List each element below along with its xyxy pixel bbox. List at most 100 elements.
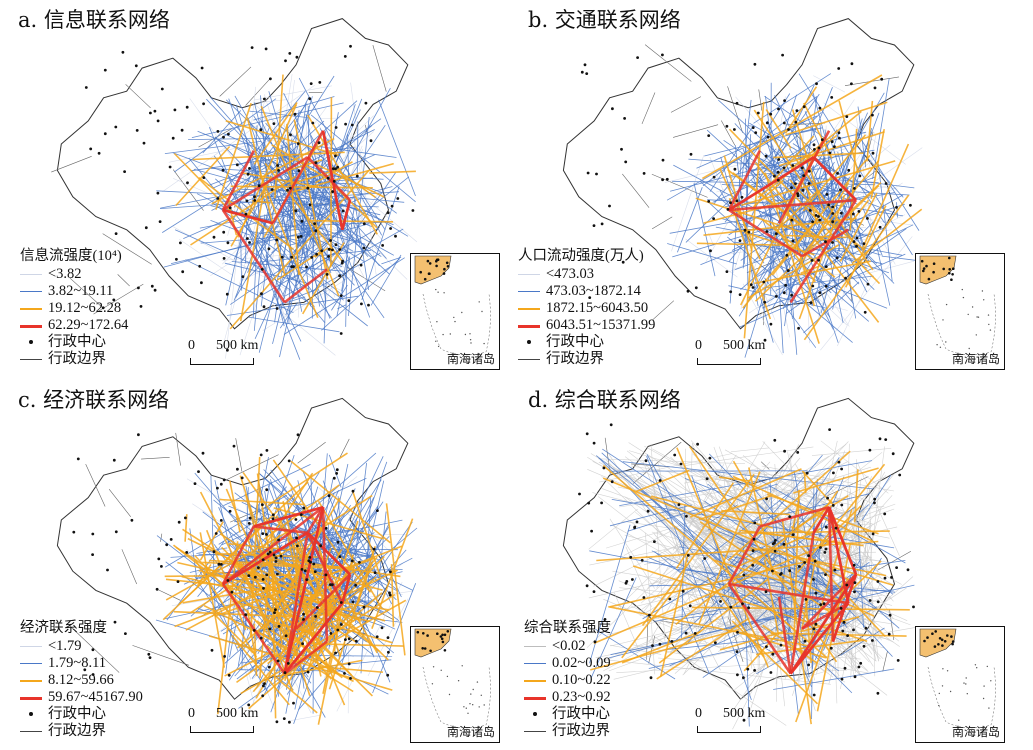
center-dot-icon	[527, 340, 531, 344]
admin-center-dot	[277, 625, 281, 628]
admin-center-dot	[696, 442, 699, 446]
admin-center-dot	[171, 136, 175, 140]
admin-center-dot	[305, 578, 309, 581]
admin-center-dot	[355, 174, 359, 178]
province-boundary	[670, 96, 702, 113]
admin-center-dot	[134, 64, 138, 68]
flow-line-high	[224, 651, 272, 677]
island-dot	[480, 694, 482, 696]
flow-line-top	[827, 506, 858, 575]
admin-center-dot	[840, 503, 844, 507]
flow-line-mid	[839, 557, 882, 628]
flow-line-mid	[853, 142, 904, 198]
legend-boundary: 行政边界	[524, 723, 611, 740]
flow-line-top	[253, 525, 308, 535]
flow-line-high	[851, 208, 923, 264]
admin-center-dot	[367, 303, 370, 307]
admin-center-dot	[636, 56, 639, 59]
flow-line-mid	[787, 561, 796, 644]
island-dot	[463, 706, 465, 708]
island-dot	[470, 342, 472, 344]
admin-center-dot	[800, 166, 804, 170]
admin-center-dot	[831, 504, 835, 507]
admin-center-dot	[631, 578, 634, 581]
flow-line-high	[239, 475, 311, 697]
admin-center-dot	[240, 476, 244, 480]
admin-center-dot	[719, 600, 722, 603]
flow-line-high	[714, 559, 794, 586]
island-dot	[983, 299, 985, 301]
admin-center-dot	[244, 613, 248, 617]
admin-center-dot	[707, 200, 711, 203]
flow-line-mid	[872, 78, 890, 180]
province-boundary	[641, 92, 656, 125]
admin-center-dot	[774, 232, 778, 236]
admin-center-dot	[866, 282, 870, 286]
admin-center-dot	[611, 107, 614, 111]
province-boundary	[68, 624, 120, 673]
flow-line-low	[774, 263, 790, 338]
admin-center-dot	[640, 558, 644, 562]
admin-center-dot	[942, 267, 945, 271]
flow-line-top	[801, 573, 857, 630]
admin-center-dot	[592, 224, 596, 228]
island-dot	[448, 693, 451, 696]
admin-center-dot	[733, 167, 737, 171]
province-boundary	[297, 441, 326, 464]
admin-center-dot	[895, 206, 898, 209]
admin-center-dot	[72, 530, 76, 534]
flow-line-mid	[210, 205, 366, 245]
flow-line-top	[283, 268, 328, 304]
flow-line-low	[832, 477, 885, 503]
admin-center-dot	[226, 241, 230, 245]
flow-line-high	[609, 558, 817, 608]
admin-center-dot	[334, 154, 337, 158]
admin-center-dot	[852, 563, 856, 567]
admin-center-dot	[276, 164, 279, 167]
admin-center-dot	[855, 236, 859, 240]
flow-line-mid	[876, 248, 891, 306]
admin-center-dot	[336, 540, 340, 544]
scale-distance: 500 km	[216, 706, 259, 721]
flow-line-top	[777, 596, 792, 674]
province-boundary	[141, 457, 170, 460]
flow-line-high	[703, 198, 792, 224]
admin-center-dot	[747, 230, 751, 234]
admin-center-dot	[661, 178, 664, 182]
admin-center-dot	[331, 583, 334, 587]
flow-line-top	[295, 573, 351, 630]
admin-center-dot	[832, 471, 835, 475]
island-dot	[977, 316, 980, 318]
flow-line-high	[816, 543, 852, 712]
admin-center-dot	[811, 284, 815, 288]
admin-center-dot	[300, 219, 304, 223]
province-boundary	[633, 441, 682, 484]
island-dot	[469, 703, 471, 705]
admin-center-dot	[764, 154, 768, 158]
admin-center-dot	[709, 249, 712, 253]
admin-center-dot	[852, 628, 855, 632]
legend-class-2: 0.02~0.09	[524, 655, 611, 672]
legend-title: 经济联系强度	[20, 620, 107, 636]
admin-center-dot	[296, 544, 299, 548]
flow-line-high	[303, 605, 354, 621]
legend-center-label: 行政中心	[48, 706, 106, 722]
legend-class-label: 1.79~8.11	[48, 655, 107, 671]
admin-center-dot	[812, 693, 816, 697]
flow-line-low	[629, 471, 703, 561]
flow-line-mid	[225, 226, 244, 306]
flow-line-high	[800, 559, 817, 632]
province-boundary	[125, 84, 151, 109]
flow-line-mid	[721, 184, 910, 196]
province-boundary	[224, 454, 279, 482]
scale-zero: 0	[188, 338, 195, 353]
island-dot	[975, 334, 977, 336]
admin-center-dot	[866, 217, 869, 220]
flow-line-mid	[601, 452, 777, 612]
island-dot	[990, 680, 992, 682]
flow-line-low	[813, 75, 846, 93]
admin-center-dot	[314, 615, 317, 618]
admin-center-dot	[883, 576, 887, 580]
flow-line-mid	[356, 121, 359, 177]
flow-line-mid	[816, 575, 893, 657]
